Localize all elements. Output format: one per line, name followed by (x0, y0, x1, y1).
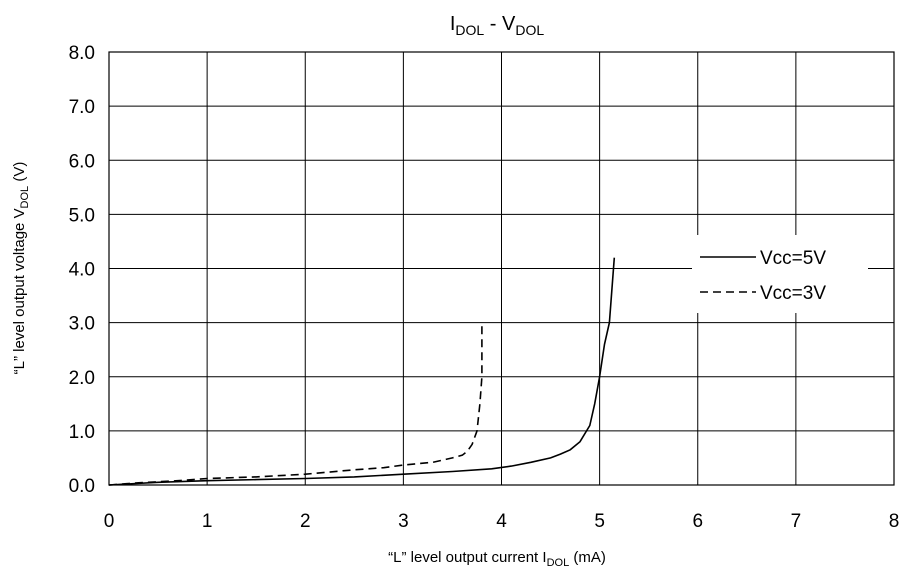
x-tick-label: 4 (496, 511, 507, 532)
legend: Vcc=5V Vcc=3V (692, 235, 868, 313)
y-tick-labels: 0.0 1.0 2.0 3.0 4.0 5.0 6.0 7.0 8.0 (69, 43, 95, 497)
legend-label-vcc3: Vcc=3V (760, 283, 826, 304)
legend-box (692, 235, 868, 313)
y-tick-label: 3.0 (69, 314, 95, 335)
plot-area-frame (108, 51, 895, 486)
y-tick-label: 7.0 (69, 97, 95, 118)
y-tick-label: 8.0 (69, 43, 95, 64)
legend-label-vcc5: Vcc=5V (760, 248, 826, 269)
x-tick-label: 2 (300, 511, 311, 532)
y-tick-label: 0.0 (69, 476, 95, 497)
series-line-vcc-5v (108, 257, 616, 486)
series-layer (108, 257, 616, 486)
y-tick-label: 5.0 (69, 205, 95, 226)
x-tick-label: 7 (791, 511, 802, 532)
y-tick-label: 6.0 (69, 151, 95, 172)
y-tick-label: 2.0 (69, 368, 95, 389)
x-tick-label: 0 (104, 511, 115, 532)
x-tick-label: 8 (889, 511, 900, 532)
x-tick-label: 1 (202, 511, 213, 532)
x-axis-label: “L” level output current IDOL (mA) (388, 549, 606, 569)
x-tick-label: 3 (398, 511, 409, 532)
chart-title: IDOL - VDOL (450, 13, 544, 38)
series-line-vcc-3v (108, 322, 483, 486)
y-tick-label: 4.0 (69, 260, 95, 281)
y-tick-label: 1.0 (69, 422, 95, 443)
x-tick-label: 5 (594, 511, 605, 532)
y-axis-label: “L” level output voltage VDOL (V) (11, 162, 31, 375)
x-tick-label: 6 (692, 511, 703, 532)
x-tick-labels: 0 1 2 3 4 5 6 7 8 (104, 511, 900, 532)
